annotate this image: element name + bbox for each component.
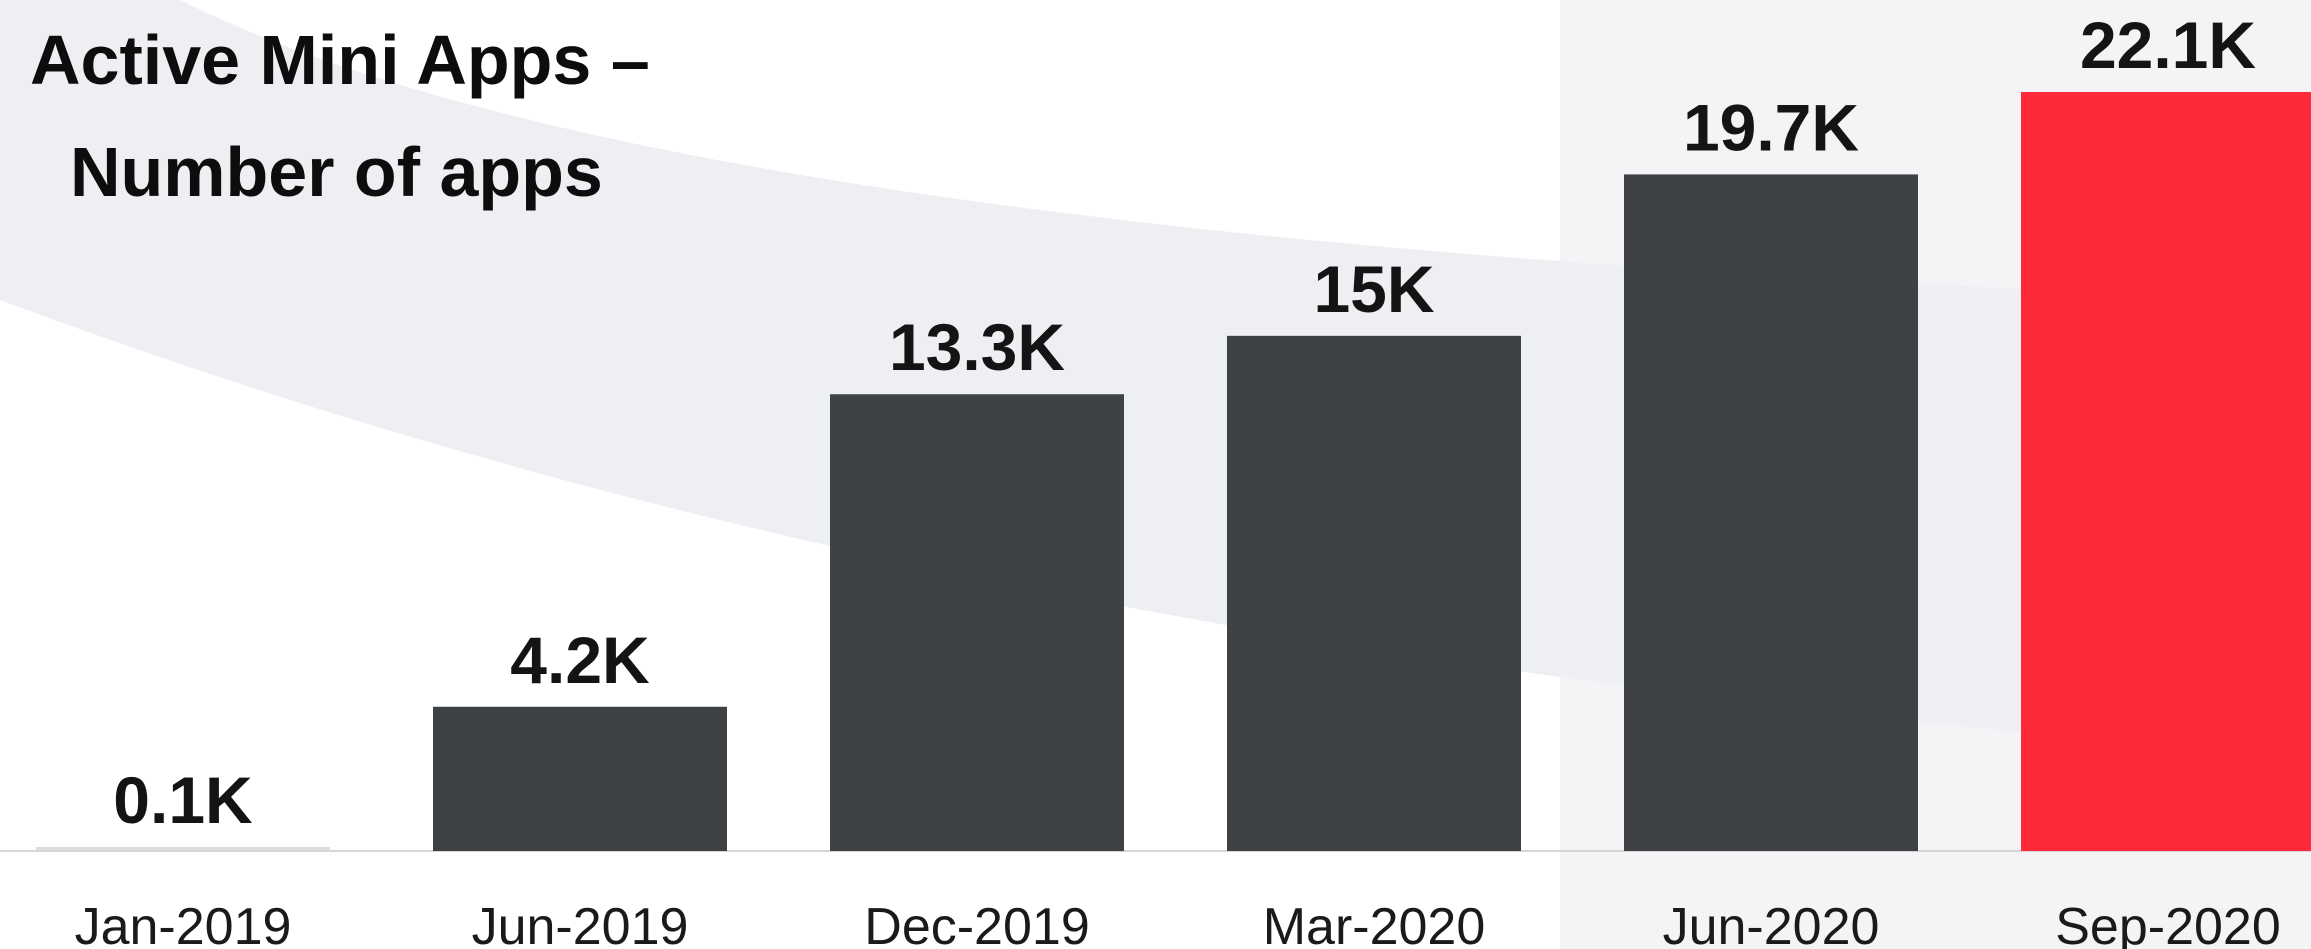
bar-jun-2019 <box>433 706 727 851</box>
value-label-jun-2020: 19.7K <box>1683 90 1859 164</box>
value-label-sep-2020: 22.1K <box>2080 8 2256 82</box>
tick-label-mar-2020: Mar-2020 <box>1263 898 1486 949</box>
tick-label-sep-2020: Sep-2020 <box>2055 898 2281 949</box>
bar-jun-2020 <box>1624 174 1918 851</box>
bar-mar-2020 <box>1227 335 1521 851</box>
tick-label-jun-2020: Jun-2020 <box>1663 898 1880 949</box>
bars <box>36 92 2311 851</box>
value-label-mar-2020: 15K <box>1313 252 1434 326</box>
bar-sep-2020 <box>2021 92 2311 851</box>
tick-label-jun-2019: Jun-2019 <box>472 898 689 949</box>
chart-title-line-1: Active Mini Apps – <box>30 21 650 99</box>
tick-label-dec-2019: Dec-2019 <box>864 898 1089 949</box>
value-label-jan-2019: 0.1K <box>113 763 253 837</box>
tick-label-jan-2019: Jan-2019 <box>75 898 292 949</box>
value-labels: 0.1K 4.2K 13.3K 15K 19.7K 22.1K <box>113 8 2256 837</box>
x-axis-tick-labels: Jan-2019 Jun-2019 Dec-2019 Mar-2020 Jun-2020… <box>75 898 2281 949</box>
bar-dec-2019 <box>830 394 1124 851</box>
chart-title-line-2: Number of apps <box>70 133 603 211</box>
chart-title: Active Mini Apps – Number of apps <box>30 21 650 211</box>
bar-jan-2019 <box>36 847 330 851</box>
value-label-jun-2019: 4.2K <box>510 623 650 697</box>
value-label-dec-2019: 13.3K <box>889 310 1065 384</box>
